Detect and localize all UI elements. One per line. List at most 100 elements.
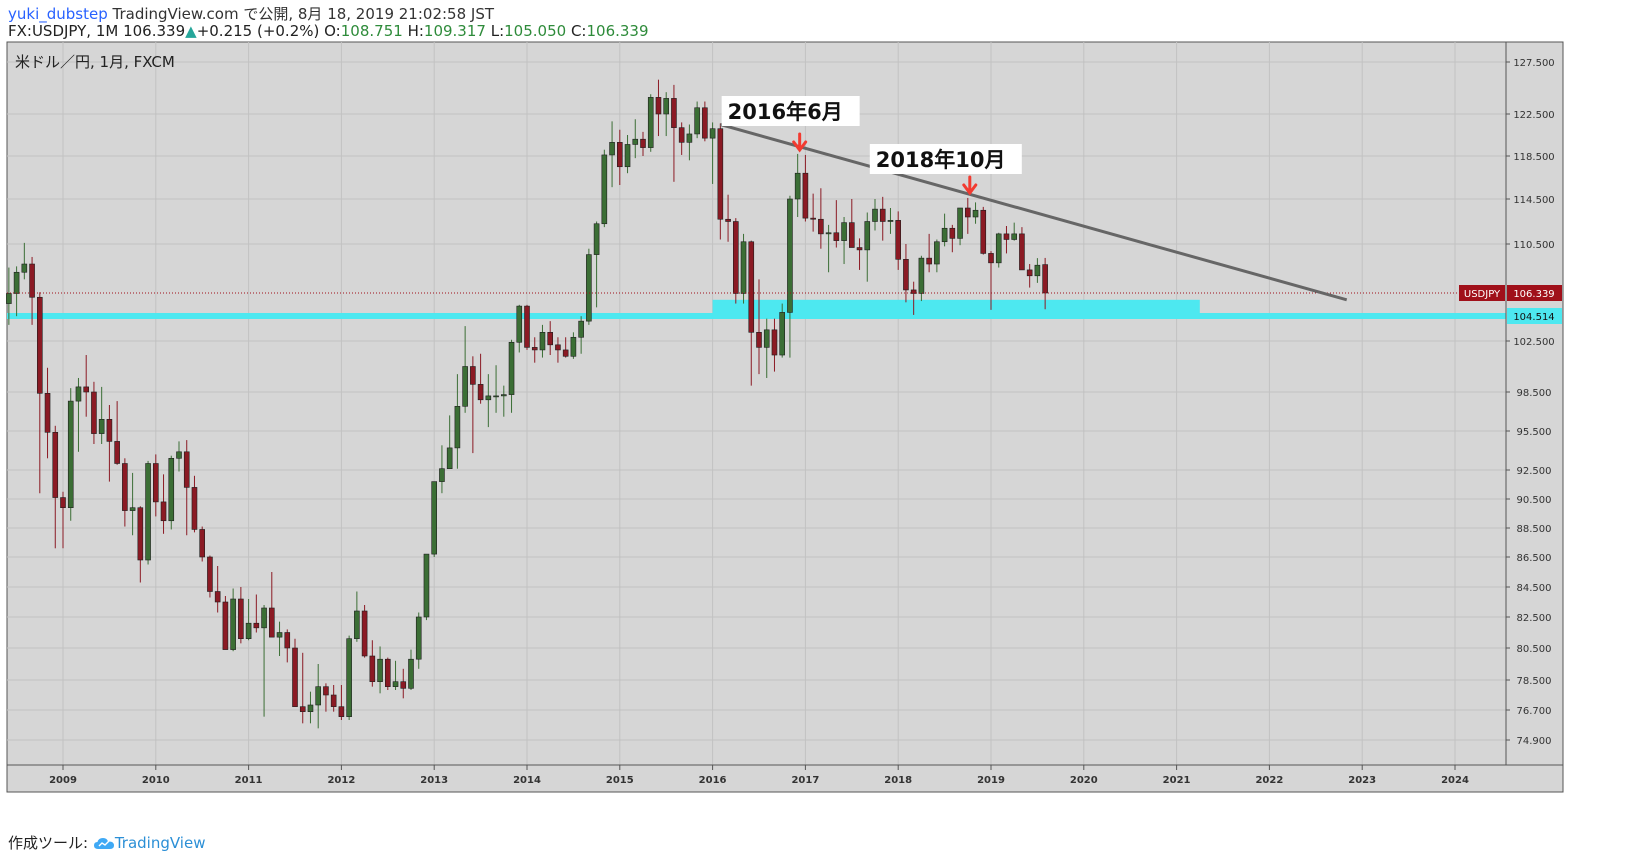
candle-body <box>508 341 515 395</box>
support-price-tag <box>1507 308 1562 324</box>
x-tick-label: 2024 <box>1441 775 1469 786</box>
candle <box>833 200 840 248</box>
candle <box>663 92 670 137</box>
candle <box>346 635 352 720</box>
tradingview-brand-link[interactable]: TradingView <box>114 834 206 852</box>
candle <box>1034 258 1041 283</box>
y-tick-label: 78.500 <box>1517 676 1552 687</box>
candle <box>748 240 755 386</box>
candle <box>323 683 329 712</box>
candle <box>616 129 623 186</box>
y-tick-label: 80.500 <box>1517 644 1552 655</box>
candle-body <box>415 616 422 660</box>
plot-area[interactable] <box>6 41 1564 793</box>
candle-body <box>423 553 430 618</box>
current-price-label: 106.339 <box>1513 289 1554 300</box>
candle-body <box>145 463 151 561</box>
candle-body <box>83 386 89 393</box>
candle <box>1011 222 1018 241</box>
candle <box>555 337 561 363</box>
open-label: O: <box>324 22 341 40</box>
candle <box>903 244 909 303</box>
candle-body <box>377 658 383 682</box>
candle <box>508 339 515 413</box>
y-tick-label: 76.700 <box>1517 706 1552 717</box>
y-tick-label: 84.500 <box>1517 583 1552 594</box>
candle <box>52 425 59 549</box>
candle <box>740 233 747 304</box>
candle-body <box>36 296 43 394</box>
candle-body <box>547 332 554 346</box>
candle <box>794 153 801 217</box>
x-tick-label: 2018 <box>884 775 912 786</box>
candle <box>330 685 337 712</box>
username-link[interactable]: yuki_dubstep <box>8 5 108 23</box>
candle <box>29 256 35 325</box>
x-tick-label: 2016 <box>699 775 727 786</box>
candle-body <box>129 507 136 511</box>
candle-body <box>709 128 716 139</box>
candle-body <box>678 127 685 143</box>
candle-body <box>160 501 167 522</box>
candle <box>632 119 639 159</box>
candle-body <box>330 694 337 707</box>
candle <box>848 199 855 248</box>
annotation-arrow-icon <box>962 175 978 196</box>
candle <box>477 353 484 404</box>
current-price-tag <box>1507 285 1562 301</box>
candle-body <box>276 632 283 638</box>
x-tick-label: 2019 <box>977 775 1005 786</box>
annotation-box <box>869 144 1022 174</box>
candle <box>122 458 128 527</box>
candle <box>593 221 600 308</box>
candle-body <box>230 598 236 650</box>
candle <box>624 135 631 174</box>
candle <box>153 454 159 517</box>
y-tick-label: 102.500 <box>1513 337 1554 348</box>
candle <box>1019 227 1025 271</box>
candle-body <box>655 97 662 115</box>
candle-body <box>354 610 360 640</box>
candle-body <box>802 172 809 219</box>
candle <box>562 337 569 358</box>
candle <box>918 255 925 302</box>
y-tick-label: 82.500 <box>1517 613 1552 624</box>
candle-body <box>253 622 260 629</box>
candle-body <box>748 241 755 333</box>
tradingview-logo-icon <box>93 836 115 855</box>
candle <box>230 588 236 652</box>
candle-body <box>238 598 244 640</box>
x-tick-label: 2014 <box>513 775 541 786</box>
candle <box>470 356 476 454</box>
candle <box>856 238 863 270</box>
candle <box>145 460 151 565</box>
footer-label: 作成ツール: <box>8 834 89 852</box>
candle-body <box>972 209 979 218</box>
candle-body <box>539 332 546 351</box>
candle-body <box>671 98 677 128</box>
x-tick-label: 2011 <box>235 775 263 786</box>
symbol-info-bar: FX:USDJPY, 1M 106.339▲+0.215 (+0.2%) O:1… <box>8 23 649 40</box>
candle <box>137 506 144 583</box>
candle-body <box>122 463 128 511</box>
candle <box>292 638 298 707</box>
candle <box>361 605 368 658</box>
candle <box>872 199 878 231</box>
candle-body <box>864 221 871 251</box>
candle-body <box>949 227 956 239</box>
candle-body <box>176 451 182 459</box>
publish-text: TradingView.com で公開, 8月 18, 2019 21:02:5… <box>112 5 494 23</box>
y-tick-label: 95.500 <box>1517 427 1552 438</box>
candle <box>810 193 816 232</box>
candle <box>6 267 12 325</box>
candle-body <box>346 638 352 717</box>
candle-body <box>470 366 476 385</box>
candle <box>338 685 345 720</box>
candle <box>462 326 468 413</box>
candle <box>949 224 956 253</box>
candle-body <box>114 441 120 464</box>
symbol-info: FX:USDJPY, 1M 106.339 <box>8 22 186 40</box>
candle-body <box>856 247 863 251</box>
trendline[interactable] <box>719 123 1348 302</box>
